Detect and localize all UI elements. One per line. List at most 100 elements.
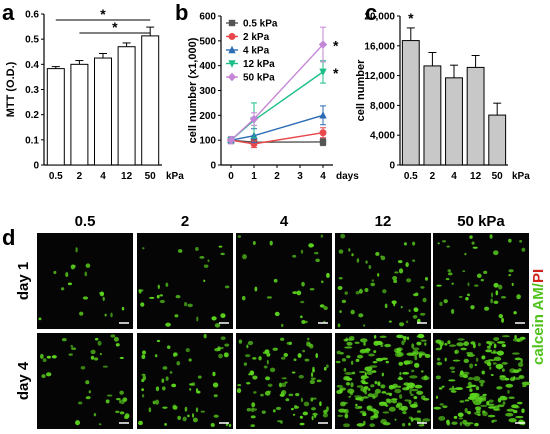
marker-circle [319,129,327,137]
cell [157,284,160,290]
cell [280,356,286,360]
cell [372,392,379,398]
cell [502,401,506,405]
cell [424,342,427,346]
cell [366,406,372,411]
x-tick-label: 4 [320,171,326,182]
x-axis-label: days [336,171,359,182]
x-tick-label: 12 [470,171,482,182]
cell [398,361,404,366]
cell [212,371,216,377]
cell [358,288,363,294]
cell [450,308,455,315]
cell [467,410,472,415]
cell [474,284,479,287]
cell [115,410,120,414]
cell [247,340,254,346]
cell [185,348,190,353]
cell [380,384,386,389]
panel-letter-b: b [175,0,188,25]
cell [500,295,507,299]
cell [381,391,387,394]
cell [382,289,387,294]
cell [51,355,57,359]
cell [474,411,481,416]
cell [498,284,503,290]
cell [243,362,248,366]
cell [60,287,65,291]
cell [382,411,390,414]
cell [203,264,209,268]
cell [93,357,99,361]
chart-c-cell-number: 0 4,000 8,000 12,000 16,000 20,000 0.5 2 4 12 50 kP… [355,10,530,182]
cell [364,366,373,372]
cell [61,338,67,342]
cell [274,311,280,317]
cell [312,368,315,373]
cell [300,315,303,319]
cell [508,269,514,273]
cell [458,295,463,298]
y-tick-label: 0.6 [25,10,39,21]
cell [172,352,178,357]
cell [486,341,495,344]
cell [487,403,495,406]
cell [452,359,461,362]
cell [490,374,494,377]
cell [441,385,445,388]
cell [373,340,380,346]
cell [459,370,464,376]
cell [237,235,242,238]
cell [351,253,354,257]
x-tick-label: 4 [451,171,457,182]
cell [182,416,187,422]
cell [488,399,494,403]
cell [203,279,206,283]
cell [444,342,448,346]
cell [300,249,304,254]
cell [402,387,410,391]
cell [367,388,371,391]
cell [388,406,396,412]
y-axis-label: cell number (x1,000) [187,37,199,143]
cell [272,409,276,413]
cell [466,422,474,425]
cell [350,360,354,365]
cell [435,375,441,380]
cell [433,406,442,410]
cell [421,353,428,356]
cell [341,299,347,304]
cell [292,291,298,295]
marker-circle [228,33,236,40]
cell [184,406,188,412]
cell [273,278,278,283]
cell [174,314,179,318]
cell [175,295,181,299]
cell [412,347,420,351]
cell [80,365,86,370]
cell [288,393,294,397]
cell [237,383,242,387]
cell [295,393,300,397]
cell [391,398,398,401]
cell [264,349,270,354]
cell [377,273,380,277]
cell [451,282,454,285]
cell [413,362,420,368]
cell [377,342,384,346]
cell [487,414,496,418]
cell [412,314,418,319]
cell [369,423,375,428]
cell [338,249,344,254]
cell [348,395,351,398]
column-label: 2 [181,213,189,230]
cell [351,371,356,375]
cell [402,411,407,415]
cell [166,345,171,350]
cell [250,424,256,428]
cell [75,420,81,426]
cell [310,377,316,380]
cell [399,322,405,327]
cell [177,415,181,421]
cell [250,407,255,413]
